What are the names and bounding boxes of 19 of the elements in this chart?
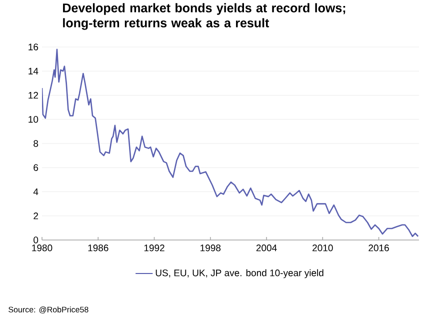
y-tick-label: 10 bbox=[28, 116, 38, 123]
x-tick-label: 1992 bbox=[144, 244, 164, 252]
y-tick-label: 16 bbox=[28, 44, 38, 50]
chart-title: Developed market bonds yields at record lows; long-term returns weak as a result bbox=[63, 3, 346, 30]
legend-label: US, EU, UK, JP ave. bond 10-year yield bbox=[156, 269, 324, 278]
y-tick-label: 2 bbox=[34, 212, 38, 220]
y-tick-label: 8 bbox=[34, 140, 38, 147]
y-tick-label: 4 bbox=[33, 188, 38, 196]
x-tick-label: 1980 bbox=[32, 244, 52, 252]
x-tick-label: 2010 bbox=[312, 244, 333, 252]
x-tick-label: 1986 bbox=[88, 244, 108, 252]
y-tick-label: 12 bbox=[28, 92, 38, 99]
y-tick-label: 0 bbox=[34, 236, 38, 244]
x-tick-label: 2004 bbox=[256, 244, 277, 252]
y-tick-label: 14 bbox=[28, 68, 38, 74]
source-note: Source: @RobPrice58 bbox=[8, 306, 88, 314]
x-tick-label: 1998 bbox=[200, 244, 221, 252]
y-tick-label: 6 bbox=[34, 164, 38, 171]
x-tick-label: 2016 bbox=[368, 244, 389, 252]
